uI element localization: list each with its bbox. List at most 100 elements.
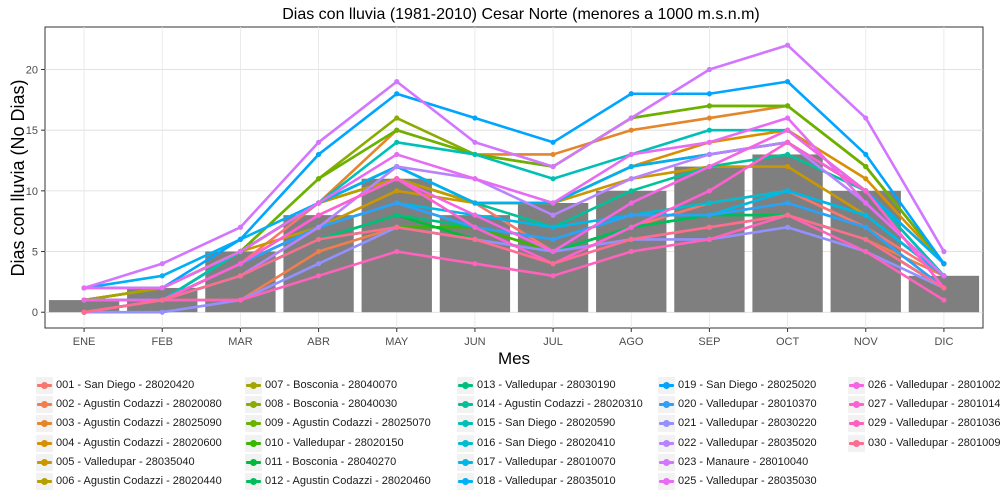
data-point [315, 200, 322, 206]
legend-label: 029 - Valledupar - 2801036 [868, 417, 1000, 430]
x-tick-label: MAY [385, 336, 409, 348]
x-tick-label: DIC [934, 336, 953, 348]
legend-label: 014 - Agustin Codazzi - 28020310 [477, 398, 643, 411]
x-tick-label: JUL [543, 336, 563, 348]
legend-key [848, 396, 865, 414]
legend-item: 005 - Valledupar - 28035040 [36, 453, 195, 471]
legend-label: 017 - Valledupar - 28010070 [477, 455, 616, 468]
legend-item: 014 - Agustin Codazzi - 28020310 [457, 396, 643, 414]
x-tick-label: JUN [464, 336, 485, 348]
legend-item: 020 - Valledupar - 28010370 [658, 396, 817, 414]
data-point [784, 79, 791, 85]
legend-item: 013 - Valledupar - 28030190 [457, 377, 616, 394]
chart-plot: Dias con lluvia (1981-2010) Cesar Norte … [8, 6, 984, 368]
data-point [628, 127, 634, 133]
series-line [83, 213, 945, 314]
data-point [628, 188, 634, 194]
legend-item: 022 - Valledupar - 28035020 [658, 434, 817, 452]
legend-label: 020 - Valledupar - 28010370 [678, 398, 817, 411]
data-point [315, 212, 322, 218]
data-point [628, 115, 634, 121]
line-series [81, 212, 947, 315]
legend-label: 022 - Valledupar - 28035020 [678, 436, 817, 449]
bar [361, 178, 432, 313]
legend-key [457, 453, 474, 471]
legend-label: 011 - Bosconia - 28040270 [265, 455, 397, 468]
y-tick-label: 10 [26, 186, 38, 198]
data-point [863, 188, 869, 194]
data-point [472, 176, 478, 182]
data-point [863, 115, 869, 121]
data-point [628, 224, 634, 230]
data-point [863, 236, 869, 242]
data-point [237, 273, 244, 279]
legend-item: 003 - Agustin Codazzi - 28025090 [36, 415, 222, 433]
legend-item: 016 - San Diego - 28020410 [457, 434, 615, 452]
data-point [706, 139, 713, 145]
data-point [941, 285, 947, 291]
data-point [394, 200, 400, 206]
legend-label: 021 - Valledupar - 28030220 [678, 417, 817, 430]
legend-key [245, 473, 262, 490]
legend-item: 019 - San Diego - 28025020 [658, 377, 816, 394]
legend-label: 009 - Agustin Codazzi - 28025070 [265, 417, 431, 430]
data-point [394, 79, 400, 85]
legend-key [36, 473, 53, 490]
data-point [472, 115, 478, 121]
data-point [784, 115, 791, 121]
data-point [784, 212, 791, 218]
data-point [472, 212, 478, 218]
legend-label: 030 - Valledupar - 2801009 [868, 436, 1000, 449]
data-point [394, 91, 400, 97]
legend-label: 004 - Agustin Codazzi - 28020600 [56, 436, 222, 449]
data-point [472, 139, 478, 145]
legend-key [658, 473, 675, 490]
data-point [550, 151, 556, 158]
data-point [706, 236, 713, 242]
data-point [628, 248, 634, 255]
data-point [628, 236, 634, 242]
data-point [315, 151, 322, 158]
data-point [159, 285, 165, 291]
legend-label: 012 - Agustin Codazzi - 28020460 [265, 475, 431, 487]
data-point [550, 139, 556, 145]
legend-label: 005 - Valledupar - 28035040 [56, 455, 195, 468]
legend-key [245, 415, 262, 433]
data-point [784, 163, 791, 170]
x-tick-label: AGO [619, 336, 644, 348]
legend-item: 021 - Valledupar - 28030220 [658, 415, 817, 433]
data-point [628, 212, 634, 218]
legend-label: 007 - Bosconia - 28040070 [265, 379, 398, 391]
data-point [550, 200, 556, 206]
legend-item: 009 - Agustin Codazzi - 28025070 [245, 415, 431, 433]
chart-legend: 001 - San Diego - 28020420 002 - Agustin … [36, 377, 1000, 497]
y-tick-label: 20 [26, 64, 38, 76]
legend-label: 018 - Valledupar - 28035010 [477, 475, 616, 487]
legend-key [36, 396, 53, 414]
data-point [315, 224, 322, 230]
data-point [81, 297, 87, 303]
legend-key [245, 434, 262, 452]
legend-item: 026 - Valledupar - 2801002 [848, 377, 1000, 394]
legend-label: 025 - Valledupar - 28035030 [678, 475, 817, 487]
data-point [863, 163, 869, 170]
legend-label: 015 - San Diego - 28020590 [477, 417, 616, 430]
data-point [315, 139, 322, 145]
legend-label: 002 - Agustin Codazzi - 28020080 [56, 398, 222, 411]
data-point [394, 176, 400, 182]
legend-label: 006 - Agustin Codazzi - 28020440 [56, 475, 222, 487]
legend-label: 010 - Valledupar - 28020150 [265, 436, 404, 449]
legend-item: 023 - Manaure - 28010040 [658, 453, 808, 471]
data-point [784, 127, 791, 133]
bar [908, 275, 980, 313]
legend-label: 003 - Agustin Codazzi - 28025090 [56, 417, 222, 430]
legend-item: 001 - San Diego - 28020420 [36, 377, 194, 394]
data-point [394, 212, 400, 218]
legend-key [36, 415, 53, 433]
data-point [472, 261, 478, 267]
data-point [863, 176, 869, 182]
data-point [863, 212, 869, 218]
data-point [472, 224, 478, 230]
data-point [863, 248, 869, 255]
data-point [550, 224, 556, 230]
